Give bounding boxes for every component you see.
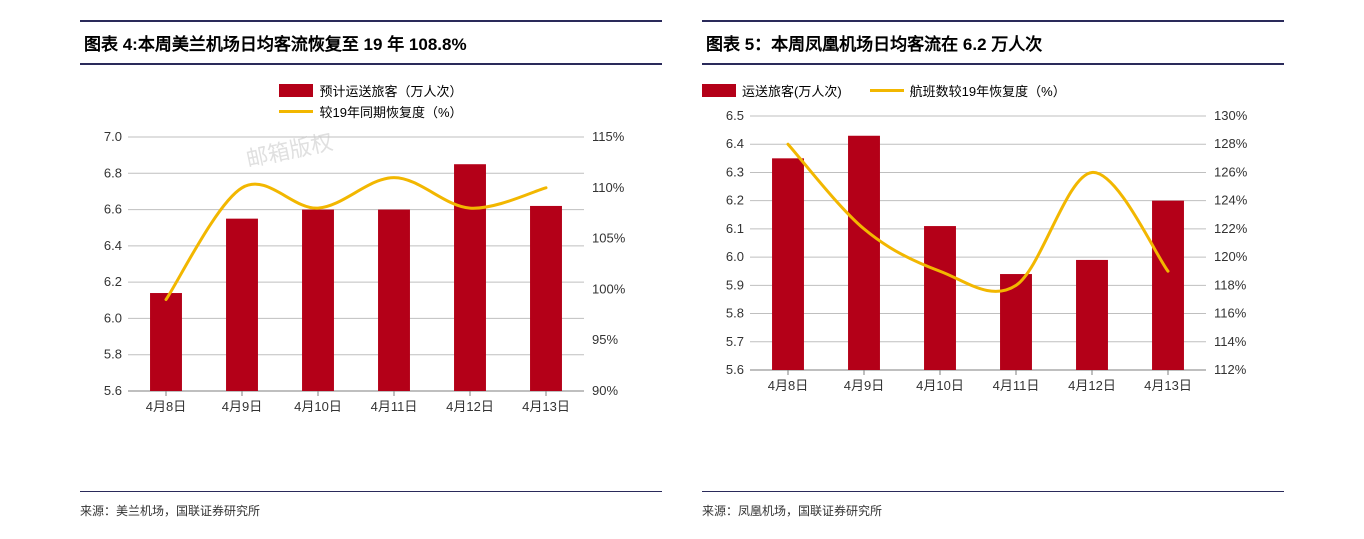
bar	[454, 164, 486, 391]
legend-bar-item: 运送旅客(万人次)	[702, 81, 842, 100]
y1-tick-label: 6.0	[104, 310, 122, 325]
y2-tick-label: 105%	[592, 231, 626, 246]
y2-tick-label: 124%	[1214, 193, 1248, 208]
y2-tick-label: 115%	[592, 129, 625, 144]
bar	[226, 219, 258, 391]
x-tick-label: 4月13日	[1144, 378, 1192, 393]
watermark: 邮箱版权	[244, 129, 335, 172]
legend-line-label: 较19年同期恢复度（%）	[319, 102, 462, 121]
y1-tick-label: 6.4	[104, 238, 122, 253]
bar	[1152, 201, 1184, 370]
y1-tick-label: 5.8	[726, 306, 744, 321]
source-4: 来源：美兰机场，国联证券研究所	[80, 492, 662, 519]
y1-tick-label: 5.8	[104, 347, 122, 362]
bar	[848, 136, 880, 370]
chart-5: 5.6 5.7 5.8 5.9 6.0 6.1 6.2 6.3 6.4 6.5 112% 114% 11…	[702, 106, 1262, 406]
x-tick-label: 4月11日	[371, 399, 418, 414]
x-tick-label: 4月13日	[522, 399, 570, 414]
x-tick-label: 4月10日	[294, 399, 342, 414]
y1-tick-label: 6.6	[104, 202, 122, 217]
bar	[1000, 274, 1032, 370]
y2-tick-label: 118%	[1214, 277, 1247, 292]
legend-line-label: 航班数较19年恢复度（%）	[910, 81, 1066, 100]
panel-right: 图表 5：本周凤凰机场日均客流在 6.2 万人次 运送旅客(万人次) 航班数较19…	[702, 20, 1284, 519]
legend-bar-swatch	[279, 84, 313, 97]
y1-tick-label: 5.7	[726, 334, 744, 349]
y1-tick-label: 6.5	[726, 108, 744, 123]
bar	[302, 210, 334, 391]
bar	[772, 158, 804, 370]
y1-tick-label: 5.9	[726, 277, 744, 292]
chart-4: 5.6 5.8 6.0 6.2 6.4 6.6 6.8 7.0 90% 95% 100% 105% 11…	[80, 127, 640, 427]
line-series	[788, 144, 1168, 291]
bar	[378, 210, 410, 391]
x-tick-label: 4月8日	[146, 399, 186, 414]
x-tick-label: 4月8日	[768, 378, 808, 393]
y2-tick-label: 130%	[1214, 108, 1248, 123]
y1-tick-label: 6.3	[726, 164, 744, 179]
source-5: 来源：凤凰机场，国联证券研究所	[702, 492, 1284, 519]
y2-tick-label: 110%	[592, 180, 625, 195]
panel-left: 图表 4:本周美兰机场日均客流恢复至 19 年 108.8% 预计运送旅客（万人…	[80, 20, 662, 519]
legend-5: 运送旅客(万人次) 航班数较19年恢复度（%）	[702, 81, 1284, 100]
legend-bar-item: 预计运送旅客（万人次）	[279, 81, 462, 100]
x-tick-label: 4月12日	[446, 399, 494, 414]
y2-tick-label: 114%	[1214, 334, 1247, 349]
y2-tick-label: 100%	[592, 281, 626, 296]
y1-tick-label: 6.0	[726, 249, 744, 264]
bar	[530, 206, 562, 391]
x-tick-label: 4月11日	[993, 378, 1040, 393]
line-series	[166, 178, 546, 300]
y1-tick-label: 5.6	[104, 383, 122, 398]
y1-tick-label: 6.8	[104, 165, 122, 180]
legend-line-item: 航班数较19年恢复度（%）	[870, 81, 1066, 100]
panel-title-5: 图表 5：本周凤凰机场日均客流在 6.2 万人次	[702, 20, 1284, 65]
y2-tick-label: 122%	[1214, 221, 1248, 236]
legend-bar-label: 运送旅客(万人次)	[742, 81, 842, 100]
y1-tick-label: 7.0	[104, 129, 122, 144]
y2-tick-label: 95%	[592, 332, 618, 347]
x-tick-label: 4月12日	[1068, 378, 1116, 393]
x-tick-label: 4月9日	[844, 378, 884, 393]
legend-4: 预计运送旅客（万人次） 较19年同期恢复度（%）	[80, 81, 662, 121]
chart-wrap-5: 运送旅客(万人次) 航班数较19年恢复度（%） 5.6 5.7 5.8 5.9 6.0 6.…	[702, 71, 1284, 492]
bar	[1076, 260, 1108, 370]
legend-line-swatch	[279, 110, 313, 113]
y2-tick-label: 120%	[1214, 249, 1248, 264]
x-tick-label: 4月10日	[916, 378, 964, 393]
legend-line-swatch	[870, 89, 904, 92]
y2-tick-label: 116%	[1214, 306, 1247, 321]
y2-tick-label: 112%	[1214, 362, 1247, 377]
legend-bar-swatch	[702, 84, 736, 97]
legend-line-item: 较19年同期恢复度（%）	[279, 102, 462, 121]
x-tick-label: 4月9日	[222, 399, 262, 414]
y2-tick-label: 126%	[1214, 164, 1248, 179]
bar	[924, 226, 956, 370]
y2-tick-label: 90%	[592, 383, 618, 398]
bar	[150, 293, 182, 391]
y1-tick-label: 6.2	[104, 274, 122, 289]
y2-tick-label: 128%	[1214, 136, 1248, 151]
y1-tick-label: 5.6	[726, 362, 744, 377]
panel-title-4: 图表 4:本周美兰机场日均客流恢复至 19 年 108.8%	[80, 20, 662, 65]
chart-wrap-4: 预计运送旅客（万人次） 较19年同期恢复度（%） 5.6 5.8 6.0 6.2 6.4 6…	[80, 71, 662, 492]
y1-tick-label: 6.4	[726, 136, 744, 151]
y1-tick-label: 6.2	[726, 193, 744, 208]
y1-tick-label: 6.1	[726, 221, 744, 236]
legend-bar-label: 预计运送旅客（万人次）	[319, 81, 462, 100]
